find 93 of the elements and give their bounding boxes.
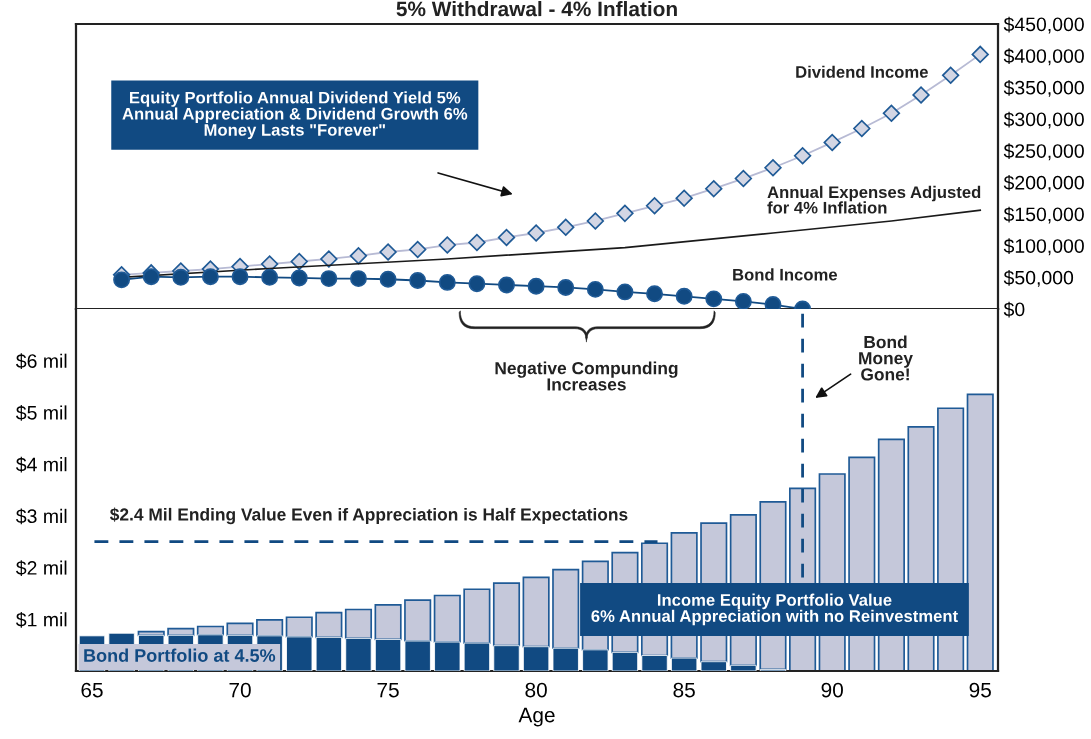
point: [290, 269, 308, 287]
y-tick-label: $100,000: [1003, 238, 1084, 256]
bar: [552, 568, 580, 650]
x-tick-label: 80: [525, 682, 547, 698]
series-label: Bond Income: [733, 268, 838, 281]
point: [408, 240, 427, 259]
point: [142, 268, 160, 286]
point: [645, 197, 664, 215]
bar: [522, 576, 550, 648]
x-tick-label: 90: [821, 682, 843, 698]
y-tick-label: $150,000: [1003, 206, 1084, 224]
annotation: Bond Portfolio at 4.5%: [84, 648, 276, 662]
bar: [256, 618, 284, 637]
point: [320, 250, 338, 268]
y-tick-label: $400,000: [1003, 48, 1084, 66]
point: [498, 276, 515, 294]
point: [231, 268, 249, 286]
y-tick-label: $350,000: [1003, 79, 1084, 97]
point: [586, 280, 604, 298]
bar: [344, 608, 373, 640]
y-tick-label: $1 mil: [16, 611, 67, 628]
point: [675, 189, 693, 207]
point: [853, 119, 871, 138]
bar: [226, 622, 254, 637]
point: [734, 292, 752, 310]
point: [705, 179, 723, 198]
point: [646, 285, 664, 303]
point: [557, 278, 575, 296]
point: [675, 287, 693, 305]
x-axis-title: Age: [518, 707, 555, 727]
x-tick-label: 95: [969, 682, 991, 698]
point: [320, 270, 338, 288]
y-tick-label: $3 mil: [16, 508, 67, 525]
point: [468, 275, 486, 293]
point: [261, 268, 279, 286]
point: [734, 169, 753, 188]
point: [705, 290, 723, 308]
chart-title: 5% Withdrawal - 4% Inflation: [396, 1, 677, 17]
point: [912, 86, 930, 104]
point: [438, 236, 456, 254]
point: [616, 283, 634, 301]
point: [379, 270, 397, 288]
x-tick-label: 75: [377, 682, 399, 698]
x-tick-label: 70: [229, 682, 251, 698]
annotation: Bond Money Gone!: [859, 335, 913, 381]
y-tick-label: $5 mil: [16, 405, 67, 421]
point: [497, 228, 516, 247]
y-tick-label: $300,000: [1003, 111, 1084, 129]
point: [438, 273, 456, 291]
point: [349, 270, 367, 288]
bar: [433, 594, 461, 643]
point: [349, 247, 368, 265]
bar: [285, 616, 313, 638]
y-tick-label: $4 mil: [16, 456, 67, 473]
point: [793, 147, 812, 165]
point: [113, 271, 131, 289]
ref-line-label: $2.4 Mil Ending Value Even if Appreciation is Half Expectations: [109, 507, 628, 525]
y-tick-label: $6 mil: [16, 353, 67, 370]
point: [764, 159, 782, 177]
point: [557, 218, 575, 236]
y-tick-label: $250,000: [1003, 143, 1084, 161]
bar: [463, 588, 491, 644]
point: [527, 224, 545, 242]
series-label: Dividend Income: [796, 65, 928, 78]
annotation: Negative Compunding Increases: [495, 361, 678, 391]
point: [616, 204, 634, 223]
point: [823, 133, 841, 152]
point: [882, 104, 901, 122]
y-tick-label: $50,000: [1003, 269, 1074, 287]
point: [971, 45, 989, 64]
annotation: Equity Portfolio Annual Dividend Yield 5% Annual Appreciation & Dividend Growth 6% Money Lasts "Forever": [122, 91, 468, 140]
y-tick-label: $2 mil: [16, 560, 67, 576]
point: [172, 268, 190, 286]
point: [379, 243, 397, 261]
y-tick-label: $0: [1003, 301, 1025, 318]
point: [201, 268, 219, 286]
point: [527, 277, 545, 295]
series-label: Annual Expenses Adjusted for 4% Inflation: [767, 185, 981, 214]
point: [586, 212, 605, 230]
point: [941, 66, 960, 84]
bar: [492, 582, 521, 647]
x-tick-label: 65: [81, 682, 103, 698]
point: [468, 233, 486, 252]
bar: [966, 393, 994, 671]
point: [409, 272, 427, 289]
point: [290, 252, 308, 271]
bar: [315, 611, 343, 639]
y-tick-label: $200,000: [1003, 174, 1084, 192]
x-tick-label: 85: [673, 682, 695, 698]
bar: [404, 599, 432, 642]
y-tick-label: $450,000: [1003, 16, 1084, 34]
annotation: Income Equity Portfolio Value 6% Annual Appreciation with no Reinvestment: [591, 593, 958, 626]
bar: [374, 603, 402, 641]
